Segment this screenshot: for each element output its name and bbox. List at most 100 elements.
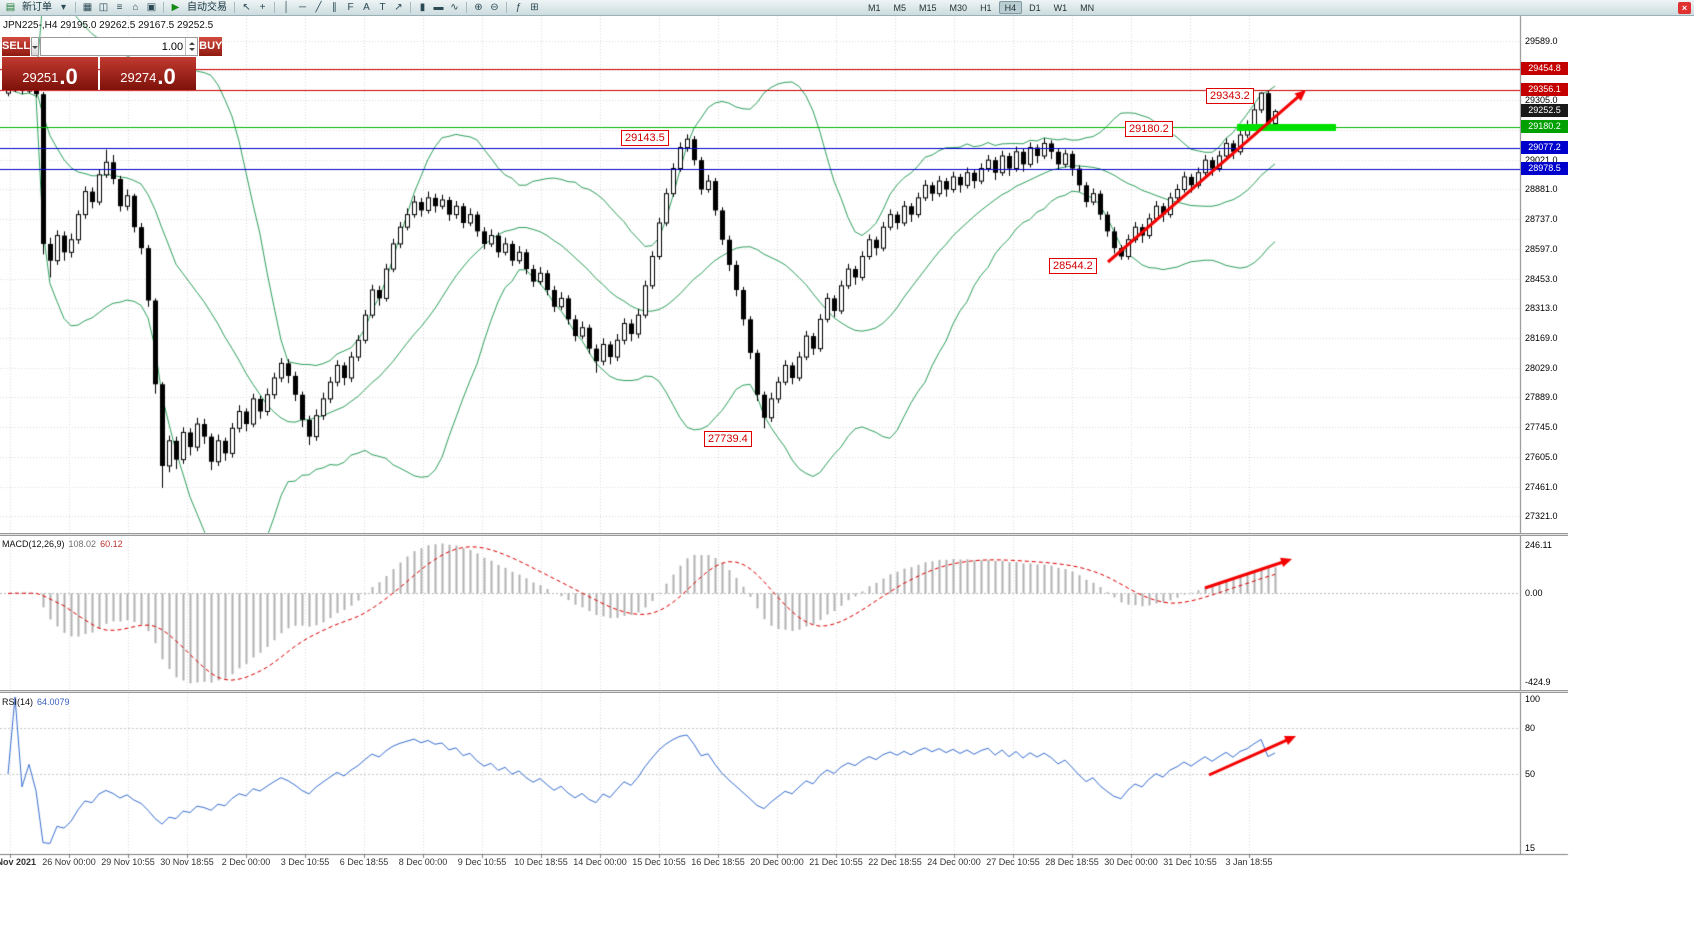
buy-price-pips: .0 xyxy=(157,64,176,89)
zoom-in-icon[interactable]: ⊕ xyxy=(474,2,483,13)
one-click-trade-panel: SELL BUY 29251.0 29274.0 xyxy=(2,37,223,90)
price-axis-label: 29305.0 xyxy=(1525,95,1558,105)
rsi-axis-label: 100 xyxy=(1525,694,1541,704)
volume-stepper xyxy=(185,38,197,55)
time-axis-label: 6 Dec 18:55 xyxy=(339,857,389,867)
candlestick-chart-icon[interactable]: ▬ xyxy=(433,2,444,13)
price-marker: 29454.8 xyxy=(1521,62,1568,75)
trendline-icon[interactable]: ╱ xyxy=(315,2,322,13)
text-icon[interactable]: A xyxy=(363,2,370,13)
timeframe-button-M5[interactable]: M5 xyxy=(893,3,907,13)
volume-up-button[interactable] xyxy=(186,38,197,47)
timeframe-button-H4[interactable]: H4 xyxy=(998,1,1023,14)
price-callout[interactable]: 29343.2 xyxy=(1206,88,1254,104)
price-axis-label: 27745.0 xyxy=(1525,422,1558,432)
grid-icon[interactable]: ⊞ xyxy=(530,2,539,13)
time-axis-label: 29 Nov 10:55 xyxy=(101,857,155,867)
sell-button[interactable]: SELL xyxy=(2,37,31,56)
price-marker: 29180.2 xyxy=(1521,120,1568,133)
crosshair-icon[interactable]: + xyxy=(259,2,266,13)
sell-price-main: 29251 xyxy=(22,70,59,85)
price-axis-label: 28453.0 xyxy=(1525,274,1558,284)
sell-price-button[interactable]: 29251.0 xyxy=(2,57,98,90)
buy-price-button[interactable]: 29274.0 xyxy=(100,57,196,90)
toolbar-separator xyxy=(506,2,507,13)
timeframe-button-H1[interactable]: H1 xyxy=(980,3,992,13)
price-marker: 29252.5 xyxy=(1521,104,1568,117)
arrows-icon[interactable]: ↗ xyxy=(394,2,403,13)
sell-price-pips: .0 xyxy=(59,64,78,89)
trade-panel-controls: SELL BUY xyxy=(2,37,223,56)
cursor-icon[interactable]: ↖ xyxy=(242,2,251,13)
toolbar-separator xyxy=(163,2,164,13)
rsi-indicator-label: RSI(14) 64.0079 xyxy=(2,697,70,707)
toolbar-separator xyxy=(410,2,411,13)
macd-panel-separator[interactable] xyxy=(0,533,1568,536)
time-axis-label: 2 Dec 00:00 xyxy=(221,857,271,867)
vertical-line-icon[interactable]: │ xyxy=(283,2,290,13)
timeframe-button-M1[interactable]: M1 xyxy=(868,3,881,13)
horizontal-line-icon[interactable]: ─ xyxy=(298,2,307,13)
terminal-icon[interactable]: ▣ xyxy=(146,2,157,13)
volume-box xyxy=(40,37,199,56)
macd-signal-value: 60.12 xyxy=(100,539,123,549)
macd-axis-label: -424.9 xyxy=(1525,677,1551,687)
time-axis-label: 24 Dec 00:00 xyxy=(927,857,981,867)
time-axis-label: 3 Dec 10:55 xyxy=(280,857,330,867)
channel-icon[interactable]: ∥ xyxy=(332,2,337,13)
time-axis-label: 28 Dec 18:55 xyxy=(1045,857,1099,867)
time-axis-label: 3 Jan 18:55 xyxy=(1225,857,1273,867)
price-axis-label: 29021.0 xyxy=(1525,155,1558,165)
volume-down-button[interactable] xyxy=(186,47,197,56)
time-axis-label: 10 Dec 18:55 xyxy=(514,857,568,867)
label-icon[interactable]: T xyxy=(379,2,386,13)
price-axis-label: 27889.0 xyxy=(1525,392,1558,402)
timeframe-button-MN[interactable]: MN xyxy=(1080,3,1095,13)
timeframe-button-D1[interactable]: D1 xyxy=(1029,3,1041,13)
time-axis-label: 20 Dec 00:00 xyxy=(750,857,804,867)
indicators-icon[interactable]: ƒ xyxy=(515,2,522,13)
timeframe-button-M15[interactable]: M15 xyxy=(919,3,937,13)
rsi-axis-label: 15 xyxy=(1525,843,1536,853)
new-order-button[interactable]: 新订单 xyxy=(22,1,52,13)
bar-chart-icon[interactable]: ▮ xyxy=(419,2,426,13)
toolbar-separator xyxy=(466,2,467,13)
toolbar-separator xyxy=(274,2,275,13)
time-axis-label: 31 Dec 10:55 xyxy=(1163,857,1217,867)
order-type-dropdown[interactable] xyxy=(31,37,40,56)
profiles-icon[interactable]: ◫ xyxy=(98,2,109,13)
price-callout[interactable]: 29143.5 xyxy=(621,130,669,146)
buy-price-main: 29274 xyxy=(120,70,157,85)
new-order-icon[interactable]: ▤ xyxy=(5,2,16,13)
dropdown-icon[interactable]: ▾ xyxy=(60,2,67,13)
toolbar-separator xyxy=(234,2,235,13)
line-chart-icon[interactable]: ∿ xyxy=(450,2,459,13)
buy-button[interactable]: BUY xyxy=(199,37,223,56)
macd-main-value: 108.02 xyxy=(68,539,97,549)
price-callout[interactable]: 27739.4 xyxy=(704,431,752,447)
zoom-out-icon[interactable]: ⊖ xyxy=(490,2,499,13)
timeframe-button-W1[interactable]: W1 xyxy=(1053,3,1068,13)
market-watch-icon[interactable]: ≡ xyxy=(116,2,123,13)
autotrading-button[interactable]: 自动交易 xyxy=(187,1,227,13)
price-axis-label: 28313.0 xyxy=(1525,303,1558,313)
autotrading-icon[interactable]: ▶ xyxy=(171,2,180,13)
time-axis-label: 30 Dec 00:00 xyxy=(1104,857,1158,867)
time-axis-label: 24 Nov 2021 xyxy=(0,857,37,867)
price-callout[interactable]: 29180.2 xyxy=(1125,121,1173,137)
volume-input[interactable] xyxy=(41,38,186,55)
navigator-icon[interactable]: ⌂ xyxy=(132,2,139,13)
rsi-panel-separator[interactable] xyxy=(0,690,1568,693)
time-axis-label: 8 Dec 00:00 xyxy=(398,857,448,867)
close-icon[interactable]: × xyxy=(1678,2,1691,14)
timeframe-button-M30[interactable]: M30 xyxy=(949,3,968,13)
macd-name: MACD(12,26,9) xyxy=(2,539,65,549)
chart-title: JPN225-,H4 29195.0 29262.5 29167.5 29252… xyxy=(3,20,214,31)
price-axis-label: 28029.0 xyxy=(1525,363,1558,373)
price-callout[interactable]: 28544.2 xyxy=(1049,258,1097,274)
charts-grid-icon[interactable]: ▦ xyxy=(82,2,93,13)
fibonacci-icon[interactable]: F xyxy=(347,2,354,13)
rsi-name: RSI(14) xyxy=(2,697,34,707)
